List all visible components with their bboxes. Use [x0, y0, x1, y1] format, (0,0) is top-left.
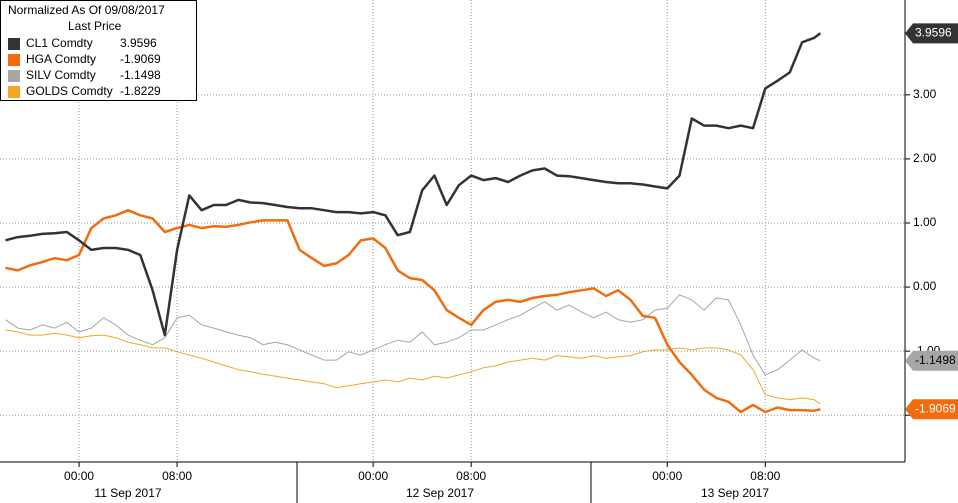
value-tag-label: -1.1498 — [915, 353, 956, 367]
x-tick-label: 00:00 — [64, 469, 94, 483]
x-tick-label: 00:00 — [358, 469, 388, 483]
x-group-label: 13 Sep 2017 — [701, 486, 769, 500]
legend-value: -1.9069 — [120, 52, 161, 66]
series-line — [5, 329, 821, 405]
legend: Normalized As Of 09/08/2017 Last Price CL1… — [0, 0, 197, 101]
legend-value: 3.9596 — [120, 36, 157, 50]
series-line — [5, 208, 821, 414]
value-tag-label: 3.9596 — [915, 26, 952, 40]
value-tag: 3.9596 — [905, 23, 958, 44]
legend-swatch — [8, 70, 20, 82]
value-tag-box — [905, 399, 958, 420]
series-line — [5, 32, 822, 337]
legend-title: Normalized As Of 09/08/2017 — [8, 3, 165, 17]
y-tick-label: 0.00 — [913, 279, 937, 293]
y-tick-label: 1.00 — [913, 215, 937, 229]
legend-label: SILV Comdty — [26, 68, 96, 82]
legend-value: -1.1498 — [120, 68, 161, 82]
x-group-label: 12 Sep 2017 — [406, 486, 474, 500]
legend-box — [0, 0, 197, 101]
value-tag: -1.1498 — [905, 350, 958, 371]
x-tick-label: 00:00 — [652, 469, 682, 483]
x-group-label: 11 Sep 2017 — [94, 486, 161, 500]
y-tick-label: 2.00 — [913, 151, 937, 165]
value-tag: -1.9069 — [905, 399, 958, 420]
legend-swatch — [8, 38, 20, 50]
legend-label: HGA Comdty — [26, 52, 96, 66]
series-line — [5, 294, 821, 376]
x-tick-label: 08:00 — [162, 469, 192, 483]
legend-label: GOLDS Comdty — [26, 84, 113, 98]
legend-subtitle: Last Price — [68, 19, 122, 33]
value-tag-label: -1.9069 — [915, 401, 956, 415]
x-tick-label: 08:00 — [750, 469, 780, 483]
y-tick-label: 3.00 — [913, 87, 937, 101]
legend-swatch — [8, 54, 20, 66]
legend-swatch — [8, 86, 20, 98]
x-tick-label: 08:00 — [456, 469, 486, 483]
legend-value: -1.8229 — [120, 84, 161, 98]
value-tag-box — [905, 23, 958, 44]
legend-label: CL1 Comdty — [26, 36, 93, 50]
value-tag-box — [905, 350, 958, 371]
